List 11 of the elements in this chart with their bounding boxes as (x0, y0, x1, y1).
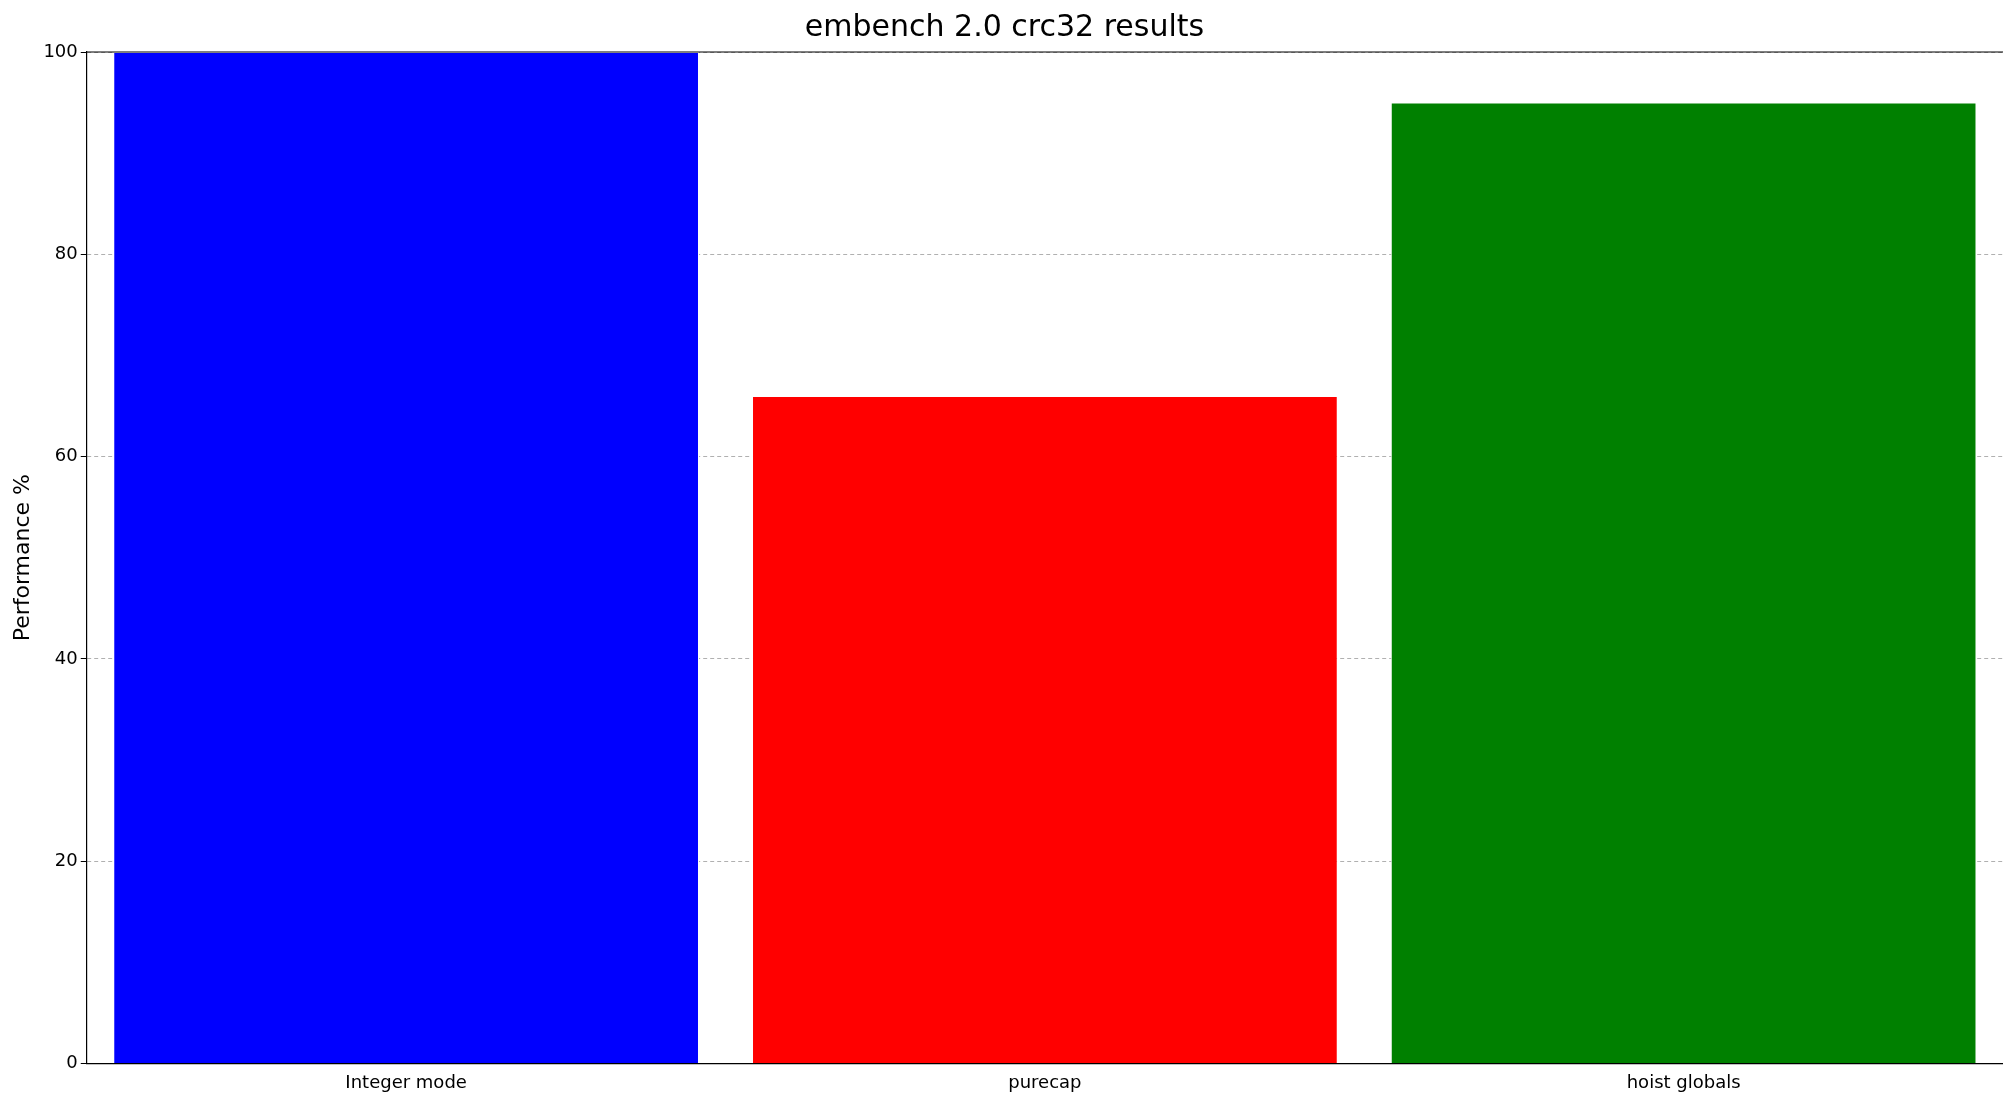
y-tick-label: 80 (54, 241, 78, 263)
x-tick-label: Integer mode (345, 1070, 467, 1092)
y-tick-label: 20 (54, 848, 78, 870)
y-tick-label: 40 (54, 646, 78, 668)
chart-title: embench 2.0 crc32 results (804, 7, 1205, 43)
y-tick-label: 100 (43, 39, 78, 61)
x-tick-label: purecap (1008, 1070, 1082, 1092)
y-tick-label: 0 (66, 1051, 78, 1073)
y-axis-title: Performance % (8, 474, 34, 642)
x-tick-label: hoist globals (1626, 1070, 1741, 1092)
y-tick-label: 60 (54, 444, 78, 466)
